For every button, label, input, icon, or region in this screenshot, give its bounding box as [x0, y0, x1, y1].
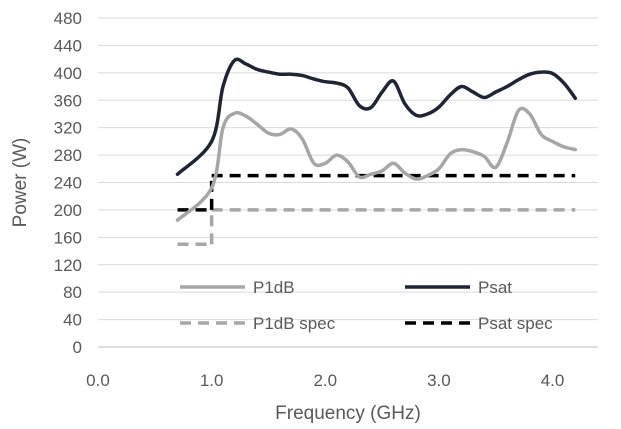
y-tick-label: 120 — [54, 256, 82, 275]
series-p1db — [175, 106, 578, 222]
legend-item-psat-spec: Psat spec — [405, 314, 553, 333]
x-tick-label: 2.0 — [313, 371, 337, 390]
y-axis-title: Power (W) — [10, 138, 31, 228]
y-tick-label: 200 — [54, 201, 82, 220]
gridlines — [98, 17, 598, 348]
y-tick-label: 320 — [54, 119, 82, 138]
x-axis-title: Frequency (GHz) — [275, 403, 421, 424]
y-tick-labels: 0 40 80 120 160 200 240 280 320 360 400 440 480 — [54, 9, 82, 357]
series-psat — [175, 57, 578, 177]
series-p1db-spec — [177, 208, 576, 246]
y-tick-label: 0 — [73, 338, 82, 357]
legend-item-p1db-spec: P1dB spec — [180, 314, 336, 333]
series-psat-spec — [177, 173, 576, 212]
y-tick-label: 280 — [54, 146, 82, 165]
series-lines — [175, 57, 578, 246]
y-tick-label: 240 — [54, 174, 82, 193]
x-tick-label: 1.0 — [200, 371, 224, 390]
legend-label-psat: Psat — [478, 278, 512, 297]
x-tick-label: 4.0 — [541, 371, 565, 390]
legend: P1dB Psat P1dB spec Psat spec — [180, 278, 553, 333]
x-tick-labels: 0.0 1.0 2.0 3.0 4.0 — [86, 371, 564, 390]
y-tick-label: 40 — [63, 311, 82, 330]
x-tick-label: 0.0 — [86, 371, 110, 390]
legend-item-psat: Psat — [405, 278, 512, 297]
y-tick-label: 440 — [54, 36, 82, 55]
y-tick-label: 360 — [54, 91, 82, 110]
legend-label-p1db: P1dB — [253, 278, 295, 297]
y-tick-label: 160 — [54, 228, 82, 247]
y-tick-label: 80 — [63, 283, 82, 302]
y-tick-label: 480 — [54, 9, 82, 28]
legend-label-p1db-spec: P1dB spec — [253, 314, 336, 333]
legend-item-p1db: P1dB — [180, 278, 295, 297]
y-tick-label: 400 — [54, 64, 82, 83]
legend-label-psat-spec: Psat spec — [478, 314, 553, 333]
x-tick-label: 3.0 — [427, 371, 451, 390]
